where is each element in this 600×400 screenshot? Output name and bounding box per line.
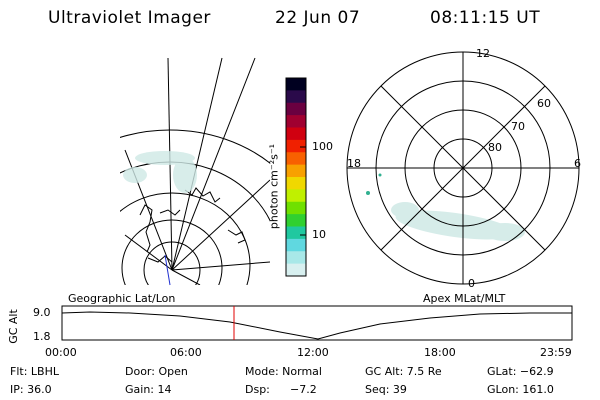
polar-bright-spot bbox=[366, 191, 370, 195]
polar-bright-spot bbox=[378, 173, 382, 177]
colorbar-band bbox=[286, 102, 306, 116]
map-lat-arc bbox=[120, 129, 270, 164]
map-coastline bbox=[159, 209, 181, 216]
timeline-x-1800: 18:00 bbox=[424, 346, 456, 359]
polar-lat-70: 70 bbox=[511, 120, 525, 133]
time-label: 08:11:15 UT bbox=[430, 8, 541, 28]
colorbar-band bbox=[286, 263, 306, 277]
map-coastline bbox=[147, 255, 173, 263]
colorbar-band bbox=[286, 115, 306, 128]
colorbar-tick-100: 100 bbox=[312, 140, 333, 153]
info-ip: IP: 36.0 bbox=[10, 383, 52, 396]
map-coastline bbox=[227, 229, 246, 244]
info-gc-alt: GC Alt: 7.5 Re bbox=[365, 365, 442, 378]
colorbar-band bbox=[286, 251, 306, 265]
info-glat: GLat: −62.9 bbox=[487, 365, 554, 378]
colorbar-band bbox=[286, 139, 306, 153]
timeline-x-0000: 00:00 bbox=[45, 346, 77, 359]
map-meridian bbox=[171, 261, 270, 271]
info-door: Door: Open bbox=[125, 365, 188, 378]
colorbar-band bbox=[286, 78, 306, 91]
colorbar-band bbox=[286, 214, 306, 227]
info-dsp-value: −7.2 bbox=[290, 383, 317, 396]
colorbar-band bbox=[286, 226, 306, 240]
polar-label-18: 18 bbox=[347, 157, 361, 170]
colorbar-band bbox=[286, 90, 306, 104]
timeline-x-2359: 23:59 bbox=[540, 346, 572, 359]
info-dsp-label: Dsp: bbox=[245, 383, 270, 396]
polar-meridian-diagonal bbox=[380, 85, 546, 251]
polar-lat-80: 80 bbox=[488, 141, 502, 154]
map-meridian bbox=[171, 179, 270, 271]
polar-label-0: 0 bbox=[468, 277, 475, 290]
info-mode: Mode: Normal bbox=[245, 365, 322, 378]
timeline-x-0600: 06:00 bbox=[170, 346, 202, 359]
colorbar-band bbox=[286, 127, 306, 141]
colorbar-band bbox=[286, 164, 306, 178]
polar-label-6: 6 bbox=[574, 157, 581, 170]
colorbar-band bbox=[286, 201, 306, 215]
colorbar-band bbox=[286, 152, 306, 166]
map-coastline bbox=[184, 187, 221, 203]
timeline-right-caption: Apex MLat/MLT bbox=[423, 292, 506, 305]
timeline-left-caption: Geographic Lat/Lon bbox=[68, 292, 176, 305]
map-meridian bbox=[171, 57, 256, 271]
timeline-altitude-curve bbox=[61, 311, 572, 340]
map-lat-arc bbox=[120, 192, 251, 285]
map-meridian bbox=[171, 57, 223, 271]
polar-lat-60: 60 bbox=[537, 97, 551, 110]
map-lat-arc bbox=[121, 219, 223, 285]
info-filter: Flt: LBHL bbox=[10, 365, 59, 378]
timeline-x-1200: 12:00 bbox=[297, 346, 329, 359]
map-coastline bbox=[139, 204, 153, 253]
map-meridian bbox=[124, 234, 173, 271]
colorbar-band bbox=[286, 238, 306, 252]
timeline-ymin-label: 1.8 bbox=[33, 330, 51, 343]
info-gain: Gain: 14 bbox=[125, 383, 172, 396]
colorbar-band bbox=[286, 189, 306, 203]
date-label: 22 Jun 07 bbox=[275, 8, 361, 28]
colorbar-band bbox=[286, 177, 306, 190]
info-glon: GLon: 161.0 bbox=[487, 383, 554, 396]
timeline-ymax-label: 9.0 bbox=[33, 306, 51, 319]
map-lat-arc bbox=[143, 241, 201, 285]
polar-label-12: 12 bbox=[476, 47, 490, 60]
info-seq: Seq: 39 bbox=[365, 383, 407, 396]
map-meridian bbox=[171, 269, 201, 285]
colorbar-tick-10: 10 bbox=[312, 228, 326, 241]
map-satellite-track bbox=[164, 254, 171, 286]
instrument-title: Ultraviolet Imager bbox=[48, 8, 211, 28]
